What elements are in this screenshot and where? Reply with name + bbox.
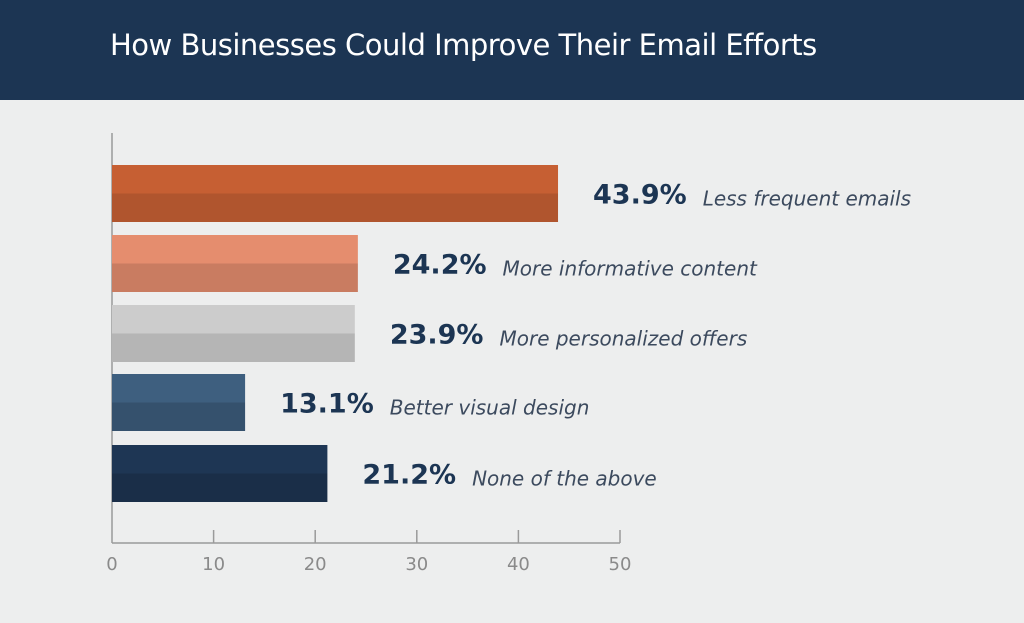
bar-top-4 [112,445,328,474]
x-tick-label: 10 [202,554,225,575]
category-label: More personalized offers [499,327,747,351]
bar-bottom-0 [112,193,559,222]
bar-top-2 [112,305,355,334]
bar-bottom-1 [112,263,358,292]
value-label: 24.2% [393,250,487,281]
value-label: 43.9% [593,180,687,211]
category-label: Less frequent emails [703,187,911,211]
value-label: 23.9% [390,320,484,351]
x-tick-label: 20 [304,554,327,575]
category-label: Better visual design [390,396,590,420]
chart-title: How Businesses Could Improve Their Email… [110,28,817,62]
bar-top-0 [112,165,559,194]
x-tick-label: 30 [405,554,428,575]
bar-bottom-2 [112,333,355,362]
bar-top-3 [112,374,246,403]
bar-top-1 [112,235,358,264]
value-label: 21.2% [362,460,456,491]
x-tick-label: 40 [507,554,530,575]
value-label: 13.1% [280,389,374,420]
bar-bottom-4 [112,473,328,502]
category-label: None of the above [472,467,657,491]
x-tick-label: 50 [609,554,632,575]
category-label: More informative content [503,257,758,281]
x-tick-label: 0 [106,554,117,575]
header-banner: How Businesses Could Improve Their Email… [0,0,1024,100]
bar-bottom-3 [112,402,246,431]
